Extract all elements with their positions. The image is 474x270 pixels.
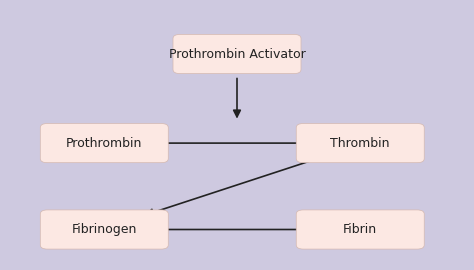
FancyBboxPatch shape <box>296 210 424 249</box>
Text: Thrombin: Thrombin <box>330 137 390 150</box>
Text: Prothrombin: Prothrombin <box>66 137 143 150</box>
Text: Fibrinogen: Fibrinogen <box>72 223 137 236</box>
FancyBboxPatch shape <box>296 124 424 163</box>
Text: Prothrombin Activator: Prothrombin Activator <box>169 48 305 60</box>
Text: Fibrin: Fibrin <box>343 223 377 236</box>
FancyBboxPatch shape <box>173 34 301 73</box>
FancyBboxPatch shape <box>40 210 168 249</box>
FancyBboxPatch shape <box>40 124 168 163</box>
